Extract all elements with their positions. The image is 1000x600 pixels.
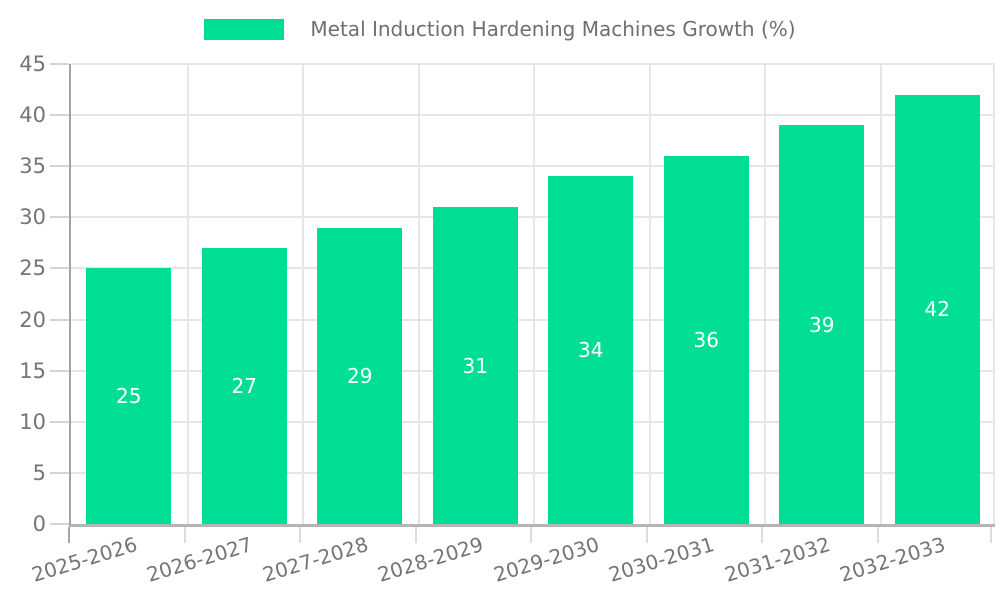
gridline-vertical <box>533 64 535 524</box>
bar[interactable]: 25 <box>86 268 172 524</box>
bar[interactable]: 27 <box>201 248 287 524</box>
gridline-vertical <box>417 64 420 524</box>
y-axis-tick <box>50 63 69 65</box>
x-axis-tick <box>645 527 648 543</box>
x-axis-tick-label: 2031-2032 <box>721 532 833 587</box>
y-axis-tick <box>50 165 69 168</box>
x-axis-tick <box>761 527 763 543</box>
bar[interactable]: 29 <box>317 227 403 524</box>
gridline-vertical <box>186 64 189 524</box>
x-axis-tick-label: 2029-2030 <box>490 532 602 587</box>
x-axis-tick-label: 2032-2033 <box>836 532 949 587</box>
y-axis-tick-label: 25 <box>19 256 46 281</box>
x-axis-tick-label: 2030-2031 <box>605 532 718 587</box>
gridline-vertical <box>993 64 995 524</box>
y-axis-tick-label: 0 <box>32 512 46 536</box>
y-axis-tick <box>50 216 69 219</box>
bar-value-label: 27 <box>231 374 257 398</box>
y-axis-tick-label: 15 <box>19 358 46 383</box>
y-axis-tick-label: 5 <box>32 460 46 485</box>
x-axis-tick <box>990 527 992 543</box>
gridline-vertical <box>302 64 304 524</box>
legend-series-label: Metal Induction Hardening Machines Growt… <box>310 17 796 41</box>
y-axis-tick-label: 30 <box>19 205 46 230</box>
plot-area: 25 27 29 31 34 36 39 42 <box>69 63 995 527</box>
x-axis-tick-label: 2027-2028 <box>259 532 371 587</box>
legend-swatch-icon[interactable] <box>204 18 285 40</box>
x-axis-tick-label: 2028-2029 <box>374 532 487 587</box>
bar-value-label: 31 <box>462 353 488 378</box>
y-axis-tick <box>50 267 69 270</box>
x-axis-tick <box>876 527 879 543</box>
bar[interactable]: 31 <box>432 207 518 524</box>
bar-value-label: 39 <box>809 312 835 337</box>
y-axis-tick-label: 10 <box>19 409 46 434</box>
x-axis-tick <box>299 527 301 543</box>
x-axis-tick <box>183 527 186 543</box>
y-axis-tick <box>50 523 69 525</box>
gridline-vertical <box>879 64 882 524</box>
chart-legend[interactable]: Metal Induction Hardening Machines Growt… <box>0 17 1000 41</box>
bar-value-label: 29 <box>347 363 373 388</box>
y-axis-tick <box>50 369 69 372</box>
x-axis-tick <box>414 527 417 543</box>
bar[interactable]: 39 <box>779 125 865 524</box>
bar[interactable]: 42 <box>894 94 980 524</box>
bar-value-label: 25 <box>116 384 142 409</box>
x-axis-tick <box>68 527 70 543</box>
y-axis-tick-label: 35 <box>19 154 46 179</box>
y-axis-tick-label: 45 <box>19 52 46 76</box>
y-axis-tick <box>50 114 69 117</box>
gridline-vertical <box>648 64 651 524</box>
bar-value-label: 34 <box>578 338 604 363</box>
x-axis-tick-label: 2025-2026 <box>28 532 140 587</box>
bar-value-label: 36 <box>693 328 719 352</box>
x-axis-tick-label: 2026-2027 <box>143 532 256 587</box>
bar[interactable]: 34 <box>548 176 634 524</box>
y-axis-tick <box>50 318 69 321</box>
y-axis-tick-label: 20 <box>19 307 46 332</box>
x-axis-tick <box>530 527 532 543</box>
bar[interactable]: 36 <box>663 156 749 524</box>
bar-value-label: 42 <box>924 297 950 322</box>
y-axis-tick <box>50 471 69 474</box>
y-axis-tick <box>50 420 69 423</box>
gridline-vertical <box>764 64 766 524</box>
y-axis-tick-label: 40 <box>19 103 46 128</box>
